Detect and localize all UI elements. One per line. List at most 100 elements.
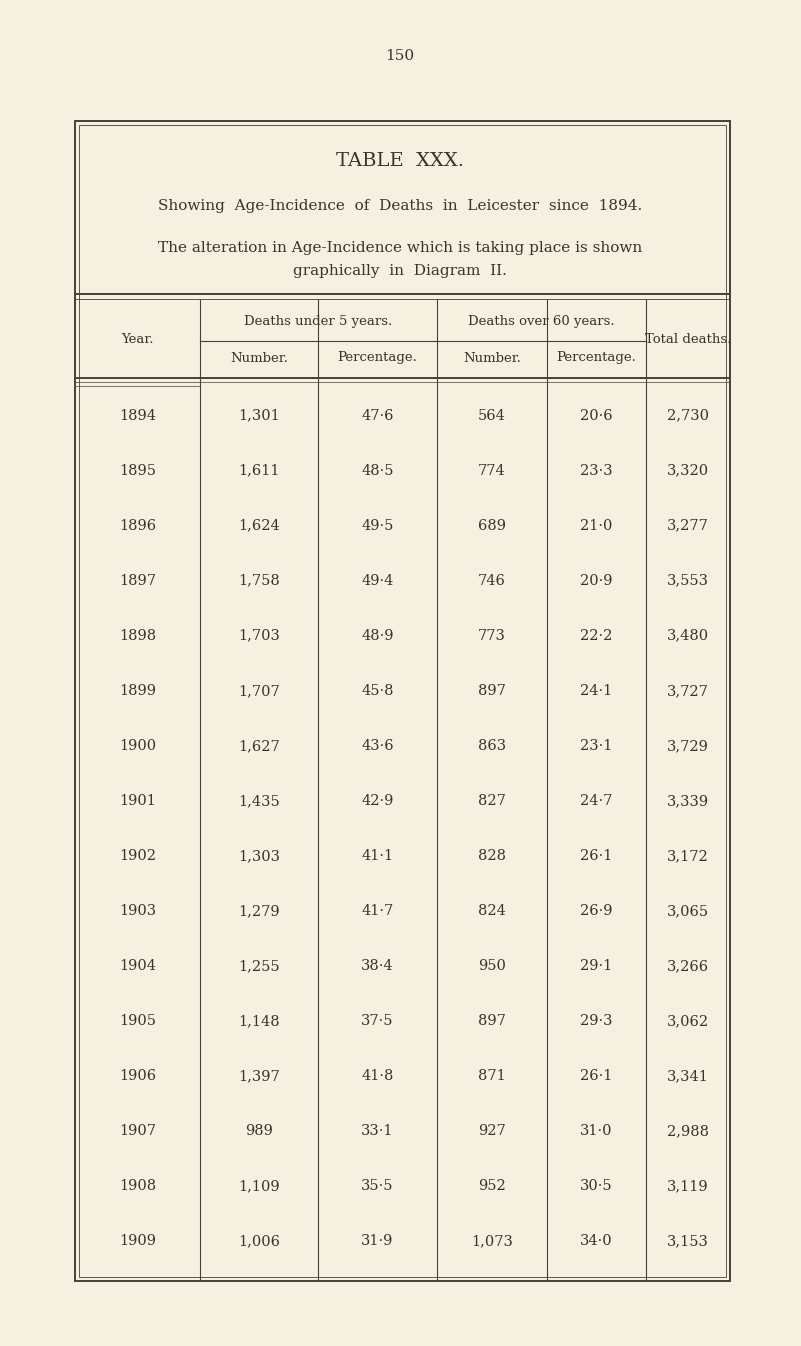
Text: TABLE  XXX.: TABLE XXX. bbox=[336, 152, 464, 170]
Text: 927: 927 bbox=[478, 1124, 506, 1139]
Text: 29·1: 29·1 bbox=[581, 960, 613, 973]
Text: 3,119: 3,119 bbox=[667, 1179, 709, 1194]
Text: 48·5: 48·5 bbox=[361, 463, 394, 478]
Text: 824: 824 bbox=[478, 905, 506, 918]
Text: 897: 897 bbox=[478, 1015, 506, 1028]
Text: 3,320: 3,320 bbox=[667, 463, 709, 478]
Text: 1,073: 1,073 bbox=[471, 1234, 513, 1249]
Text: 1909: 1909 bbox=[119, 1234, 156, 1249]
Text: Percentage.: Percentage. bbox=[557, 351, 637, 365]
Text: 1,758: 1,758 bbox=[238, 573, 280, 588]
Text: 689: 689 bbox=[478, 518, 506, 533]
Text: 746: 746 bbox=[478, 573, 506, 588]
Text: 897: 897 bbox=[478, 684, 506, 697]
Text: Percentage.: Percentage. bbox=[337, 351, 417, 365]
Text: 43·6: 43·6 bbox=[361, 739, 394, 752]
Text: 24·1: 24·1 bbox=[581, 684, 613, 697]
Text: 48·9: 48·9 bbox=[361, 629, 394, 643]
Text: 3,341: 3,341 bbox=[667, 1069, 709, 1084]
Text: Year.: Year. bbox=[121, 332, 154, 346]
Text: 30·5: 30·5 bbox=[580, 1179, 613, 1194]
Text: 24·7: 24·7 bbox=[580, 794, 613, 808]
Text: 3,062: 3,062 bbox=[667, 1015, 709, 1028]
Text: 1,611: 1,611 bbox=[238, 463, 280, 478]
Text: 41·8: 41·8 bbox=[361, 1069, 393, 1084]
Text: 34·0: 34·0 bbox=[580, 1234, 613, 1249]
Bar bbox=[75, 121, 730, 1281]
Text: 26·1: 26·1 bbox=[580, 849, 613, 863]
Text: 1,109: 1,109 bbox=[238, 1179, 280, 1194]
Text: 1896: 1896 bbox=[119, 518, 156, 533]
Text: The alteration in Age-Incidence which is taking place is shown: The alteration in Age-Incidence which is… bbox=[158, 241, 642, 254]
Text: 26·9: 26·9 bbox=[580, 905, 613, 918]
Text: 1,255: 1,255 bbox=[238, 960, 280, 973]
Text: 3,480: 3,480 bbox=[667, 629, 709, 643]
Text: 1898: 1898 bbox=[119, 629, 156, 643]
Text: 950: 950 bbox=[478, 960, 506, 973]
Text: 827: 827 bbox=[478, 794, 506, 808]
Text: 20·9: 20·9 bbox=[580, 573, 613, 588]
Text: 989: 989 bbox=[245, 1124, 273, 1139]
Bar bbox=[79, 125, 726, 1277]
Text: 3,172: 3,172 bbox=[667, 849, 709, 863]
Text: 3,065: 3,065 bbox=[667, 905, 709, 918]
Text: 3,153: 3,153 bbox=[667, 1234, 709, 1249]
Text: 1,148: 1,148 bbox=[238, 1015, 280, 1028]
Text: 1,624: 1,624 bbox=[238, 518, 280, 533]
Text: 3,729: 3,729 bbox=[667, 739, 709, 752]
Text: 1908: 1908 bbox=[119, 1179, 156, 1194]
Text: 1895: 1895 bbox=[119, 463, 156, 478]
Text: 1900: 1900 bbox=[119, 739, 156, 752]
Text: 23·1: 23·1 bbox=[580, 739, 613, 752]
Text: 33·1: 33·1 bbox=[361, 1124, 394, 1139]
Text: graphically  in  Diagram  II.: graphically in Diagram II. bbox=[293, 264, 507, 279]
Text: 41·7: 41·7 bbox=[361, 905, 393, 918]
Text: 1903: 1903 bbox=[119, 905, 156, 918]
Text: Number.: Number. bbox=[463, 351, 521, 365]
Text: 31·0: 31·0 bbox=[580, 1124, 613, 1139]
Text: 863: 863 bbox=[478, 739, 506, 752]
Text: 1905: 1905 bbox=[119, 1015, 156, 1028]
Text: 1906: 1906 bbox=[119, 1069, 156, 1084]
Text: 774: 774 bbox=[478, 463, 506, 478]
Text: 22·2: 22·2 bbox=[580, 629, 613, 643]
Text: 20·6: 20·6 bbox=[580, 409, 613, 423]
Text: 38·4: 38·4 bbox=[361, 960, 394, 973]
Text: 1,397: 1,397 bbox=[238, 1069, 280, 1084]
Text: 26·1: 26·1 bbox=[580, 1069, 613, 1084]
Text: 49·4: 49·4 bbox=[361, 573, 393, 588]
Text: 1,627: 1,627 bbox=[238, 739, 280, 752]
Text: 23·3: 23·3 bbox=[580, 463, 613, 478]
Text: 3,553: 3,553 bbox=[667, 573, 709, 588]
Text: 2,730: 2,730 bbox=[667, 409, 709, 423]
Text: 42·9: 42·9 bbox=[361, 794, 393, 808]
Text: 1899: 1899 bbox=[119, 684, 156, 697]
Text: Total deaths.: Total deaths. bbox=[645, 332, 731, 346]
Text: 828: 828 bbox=[478, 849, 506, 863]
Text: 29·3: 29·3 bbox=[580, 1015, 613, 1028]
Text: 1902: 1902 bbox=[119, 849, 156, 863]
Text: 1907: 1907 bbox=[119, 1124, 156, 1139]
Text: 3,339: 3,339 bbox=[667, 794, 709, 808]
Text: 41·1: 41·1 bbox=[361, 849, 393, 863]
Text: Deaths under 5 years.: Deaths under 5 years. bbox=[244, 315, 392, 327]
Text: 952: 952 bbox=[478, 1179, 506, 1194]
Text: 49·5: 49·5 bbox=[361, 518, 393, 533]
Text: 1897: 1897 bbox=[119, 573, 156, 588]
Text: 1,303: 1,303 bbox=[238, 849, 280, 863]
Text: Showing  Age-Incidence  of  Deaths  in  Leicester  since  1894.: Showing Age-Incidence of Deaths in Leice… bbox=[158, 199, 642, 213]
Text: 37·5: 37·5 bbox=[361, 1015, 394, 1028]
Text: 1,707: 1,707 bbox=[238, 684, 280, 697]
Text: 773: 773 bbox=[478, 629, 506, 643]
Text: 1904: 1904 bbox=[119, 960, 156, 973]
Text: 564: 564 bbox=[478, 409, 506, 423]
Text: 1901: 1901 bbox=[119, 794, 156, 808]
Text: 45·8: 45·8 bbox=[361, 684, 394, 697]
Text: 21·0: 21·0 bbox=[580, 518, 613, 533]
Text: 871: 871 bbox=[478, 1069, 506, 1084]
Text: 47·6: 47·6 bbox=[361, 409, 394, 423]
Text: 150: 150 bbox=[385, 48, 415, 63]
Text: 2,988: 2,988 bbox=[667, 1124, 709, 1139]
Text: 1894: 1894 bbox=[119, 409, 156, 423]
Text: 1,703: 1,703 bbox=[238, 629, 280, 643]
